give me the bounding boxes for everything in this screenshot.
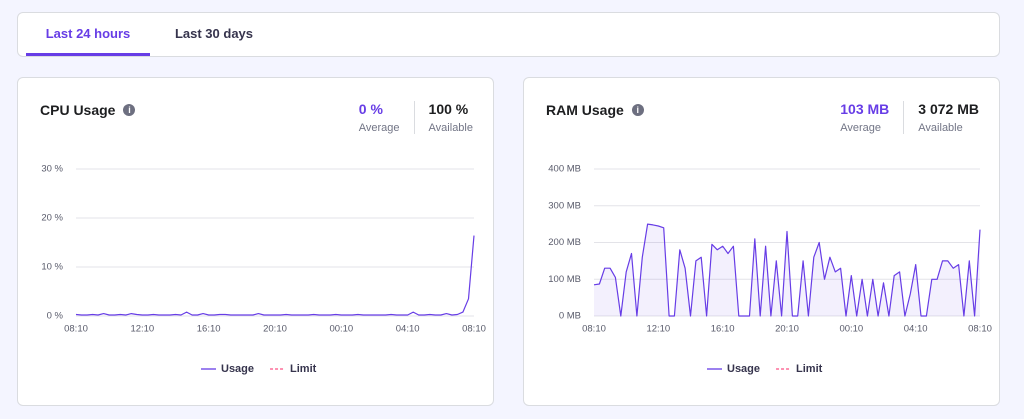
x-tick-label: 08:10 <box>462 324 486 335</box>
x-tick-label: 16:10 <box>711 324 735 335</box>
y-tick-label: 300 MB <box>548 200 581 211</box>
legend-label: Limit <box>796 363 823 375</box>
chart-title: RAM Usage <box>546 102 624 118</box>
x-tick-label: 12:10 <box>130 324 154 335</box>
y-tick-label: 20 % <box>41 213 63 224</box>
y-tick-label: 100 MB <box>548 274 581 285</box>
usage-area <box>594 224 980 316</box>
stat: 0 % Average <box>345 101 414 134</box>
stat: 100 % Available <box>413 101 473 134</box>
tab[interactable]: Last 24 hours <box>26 13 150 56</box>
x-tick-label: 16:10 <box>197 324 221 335</box>
x-tick-label: 08:10 <box>582 324 606 335</box>
y-tick-label: 400 MB <box>548 164 581 175</box>
legend-label: Limit <box>290 363 317 375</box>
legend-label: Usage <box>221 363 254 375</box>
chart-title-row: RAM Usage i <box>546 102 644 118</box>
tab[interactable]: Last 30 days <box>174 26 254 41</box>
chart: 0 % 10 % 20 % 30 % 08:10 12:10 16:10 20:10 00:10… <box>41 164 486 375</box>
chart-card: 0 % 10 % 20 % 30 % 08:10 12:10 16:10 20:10 00:10… <box>17 77 494 406</box>
stat-value: 0 % <box>358 101 383 117</box>
x-tick-label: 08:10 <box>968 324 992 335</box>
stats: 0 % Average 100 % Available <box>345 101 473 134</box>
y-tick-label: 30 % <box>41 164 63 175</box>
x-tick-label: 04:10 <box>396 324 420 335</box>
chart-card: 0 MB 100 MB 200 MB 300 MB 400 MB 08:10 12:10 16… <box>523 77 1000 406</box>
stat-label: Average <box>358 122 400 134</box>
stat-value: 100 % <box>428 101 469 117</box>
stat: 3 072 MB Available <box>903 101 979 134</box>
x-tick-label: 08:10 <box>64 324 88 335</box>
usage-line <box>593 223 981 317</box>
chart: 0 MB 100 MB 200 MB 300 MB 400 MB 08:10 12:10 16… <box>548 164 992 375</box>
stat-label: Available <box>428 122 473 134</box>
chart-title-row: CPU Usage i <box>40 102 136 118</box>
tab-bar: Last 24 hours Last 30 days <box>17 12 1000 57</box>
usage-line <box>75 235 475 316</box>
y-tick-label: 10 % <box>41 262 63 273</box>
stat-value: 103 MB <box>840 101 890 117</box>
stat-label: Available <box>918 122 963 134</box>
y-tick-label: 0 MB <box>559 311 581 322</box>
x-tick-label: 20:10 <box>263 324 287 335</box>
x-tick-label: 00:10 <box>329 324 353 335</box>
x-tick-label: 00:10 <box>839 324 863 335</box>
info-icon[interactable]: i <box>631 104 644 116</box>
stat-value: 3 072 MB <box>918 101 979 117</box>
legend-label: Usage <box>727 363 760 375</box>
stats: 103 MB Average 3 072 MB Available <box>826 101 979 134</box>
info-icon[interactable]: i <box>123 104 136 116</box>
x-tick-label: 04:10 <box>904 324 928 335</box>
stat-label: Average <box>840 122 882 134</box>
x-tick-label: 12:10 <box>646 324 670 335</box>
stat: 103 MB Average <box>826 101 903 134</box>
y-tick-label: 200 MB <box>548 237 581 248</box>
chart-title: CPU Usage <box>40 102 116 118</box>
x-tick-label: 20:10 <box>775 324 799 335</box>
y-tick-label: 0 % <box>47 311 64 322</box>
